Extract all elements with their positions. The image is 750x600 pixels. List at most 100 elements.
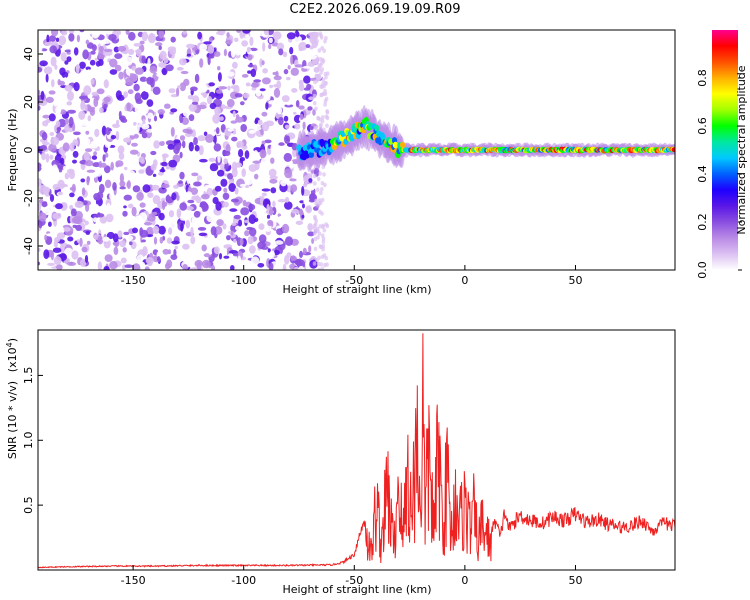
heatmap-cell <box>302 247 307 255</box>
heatmap-cell <box>255 91 262 97</box>
heatmap-cell <box>44 41 53 46</box>
heatmap-cell <box>186 179 191 184</box>
heatmap-cell <box>253 79 262 83</box>
heatmap-cell <box>259 149 267 159</box>
heatmap-cell <box>38 236 45 246</box>
heatmap-cell <box>47 262 55 266</box>
snr-y-multiplier-base: (x10 <box>6 347 19 372</box>
heatmap-cell <box>179 151 183 159</box>
heatmap-cell <box>317 198 322 203</box>
heatmap-cell <box>207 56 211 66</box>
heatmap-cell <box>276 228 284 236</box>
heatmap-cell <box>161 166 165 173</box>
heatmap-cell <box>170 94 179 98</box>
snr-frame <box>37 329 676 571</box>
heatmap-cell <box>139 40 145 45</box>
snr-y-tick-label: 1.0 <box>22 432 35 450</box>
heatmap-cell <box>324 222 329 227</box>
heatmap-cell <box>135 123 140 133</box>
heatmap-cell <box>284 104 294 108</box>
heatmap-cell <box>56 264 63 270</box>
heatmap-cell <box>155 42 163 47</box>
heatmap-cell <box>217 153 221 163</box>
heatmap-cell <box>257 180 267 185</box>
heatmap-cell <box>140 91 149 100</box>
heatmap-cell <box>287 65 291 70</box>
heatmap-cell <box>196 248 201 253</box>
heatmap-cell <box>55 120 61 128</box>
heatmap-cell <box>38 105 41 111</box>
heatmap-cell <box>233 252 238 257</box>
heatmap-cell <box>85 39 90 45</box>
heatmap-cell <box>272 200 276 208</box>
heatmap-cell <box>182 107 190 117</box>
heatmap-cell <box>81 121 89 127</box>
heatmap-cell <box>123 205 127 209</box>
heatmap-cell <box>320 57 325 62</box>
heatmap-cell <box>194 144 200 152</box>
heatmap-cell <box>50 250 54 261</box>
heatmap-cell <box>214 106 221 116</box>
heatmap-x-tick-label: 0 <box>461 274 468 287</box>
heatmap-cell <box>97 261 103 270</box>
heatmap-cell <box>322 48 327 53</box>
heatmap-cell <box>68 32 75 42</box>
heatmap-cell <box>311 238 315 244</box>
heatmap-cell <box>184 206 194 211</box>
colorbar <box>712 30 738 270</box>
heatmap-cell <box>99 107 104 114</box>
heatmap-cell <box>241 64 245 73</box>
heatmap-cell <box>201 259 211 269</box>
heatmap-cell <box>144 266 150 270</box>
heatmap-cell <box>261 188 271 192</box>
heatmap-cell <box>308 245 312 253</box>
heatmap-cell <box>320 254 325 259</box>
heatmap-cell <box>234 37 239 43</box>
heatmap-cell <box>138 212 148 223</box>
heatmap-cell <box>54 64 58 70</box>
heatmap-cell <box>374 124 380 132</box>
heatmap-layer <box>38 30 675 270</box>
heatmap-cell <box>268 206 273 216</box>
heatmap-cell <box>69 192 75 198</box>
heatmap-cell <box>324 75 328 80</box>
heatmap-cell <box>227 128 234 132</box>
heatmap-cell <box>321 77 326 83</box>
heatmap-cell <box>297 259 306 270</box>
heatmap-cell <box>67 109 76 114</box>
heatmap-cell <box>130 160 135 164</box>
heatmap-cell <box>92 172 98 178</box>
heatmap-cell <box>244 150 250 159</box>
heatmap-cell <box>41 132 48 141</box>
heatmap-cell <box>85 230 91 235</box>
heatmap-cell <box>219 86 228 90</box>
heatmap-cell <box>276 106 283 115</box>
heatmap-cell <box>258 223 265 231</box>
heatmap-cell <box>243 219 251 224</box>
heatmap-cell <box>317 267 321 270</box>
heatmap-cell <box>86 176 90 186</box>
heatmap-cell <box>198 145 204 156</box>
heatmap-cell <box>179 82 186 92</box>
heatmap-cell <box>38 261 41 266</box>
heatmap-cell <box>192 95 200 104</box>
heatmap-cell <box>45 153 50 163</box>
heatmap-cell <box>38 212 47 222</box>
heatmap-cell <box>265 102 269 110</box>
heatmap-cell <box>239 183 246 187</box>
heatmap-cell <box>49 194 55 202</box>
heatmap-cell <box>68 116 74 127</box>
heatmap-cell <box>129 149 139 155</box>
heatmap-cell <box>180 70 189 75</box>
heatmap-cell <box>89 107 96 116</box>
heatmap-cell <box>312 109 316 116</box>
heatmap-cell <box>73 47 79 56</box>
heatmap-cell <box>86 169 96 173</box>
heatmap-cell <box>61 30 68 36</box>
heatmap-cell <box>109 69 118 75</box>
heatmap-cell <box>213 51 221 57</box>
heatmap-cell <box>73 131 81 136</box>
heatmap-cell <box>76 34 80 43</box>
heatmap-cell <box>320 92 324 97</box>
heatmap-x-tick-label: -50 <box>345 274 363 287</box>
